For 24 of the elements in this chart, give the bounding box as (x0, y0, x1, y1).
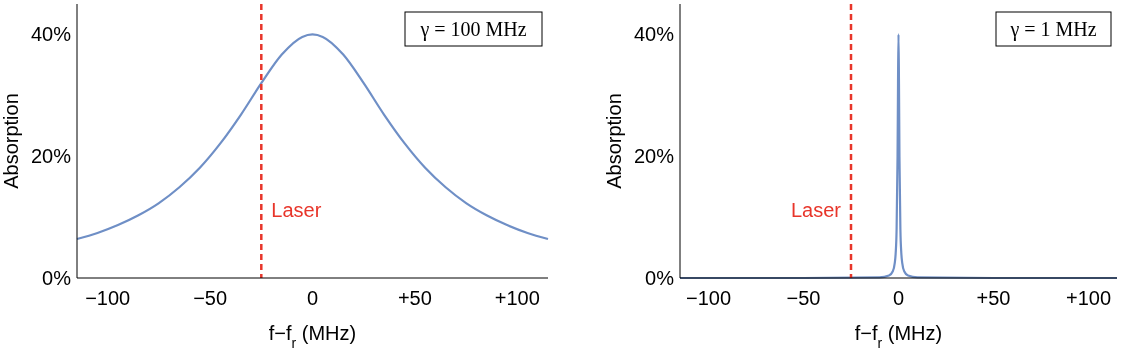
x-tick-label: −50 (786, 287, 821, 309)
x-tick-label: +50 (397, 287, 432, 309)
ref-line-label: Laser (790, 199, 842, 221)
y-tick-label: 40% (30, 23, 72, 46)
y-tick-label: 0% (645, 267, 675, 289)
x-tick-label: 0 (892, 287, 905, 309)
x-tick-label: −100 (685, 287, 732, 309)
x-tick-label: 0 (306, 287, 319, 309)
y-tick-label: 40% (633, 23, 675, 46)
x-tick-label: +50 (976, 287, 1011, 309)
ref-line-label: Laser (271, 199, 322, 221)
y-axis-title: Absorption (603, 93, 625, 189)
y-axis-title: Absorption (0, 93, 22, 189)
x-tick-label: −50 (193, 287, 228, 309)
x-axis-title: f−f$_{r}$ (MHz) (268, 322, 357, 350)
y-tick-label: 20% (633, 145, 675, 168)
x-tick-label: +100 (494, 287, 540, 309)
y-tick-label: 0% (42, 267, 72, 289)
x-axis-title: f−f$_{r}$ (MHz) (854, 322, 943, 350)
x-tick-label: +100 (1065, 287, 1112, 309)
annotation: γ = 100 MHz (419, 18, 527, 41)
x-tick-label: −100 (85, 287, 131, 309)
annotation: γ = 1 MHz (1009, 18, 1097, 41)
y-tick-label: 20% (30, 145, 72, 168)
